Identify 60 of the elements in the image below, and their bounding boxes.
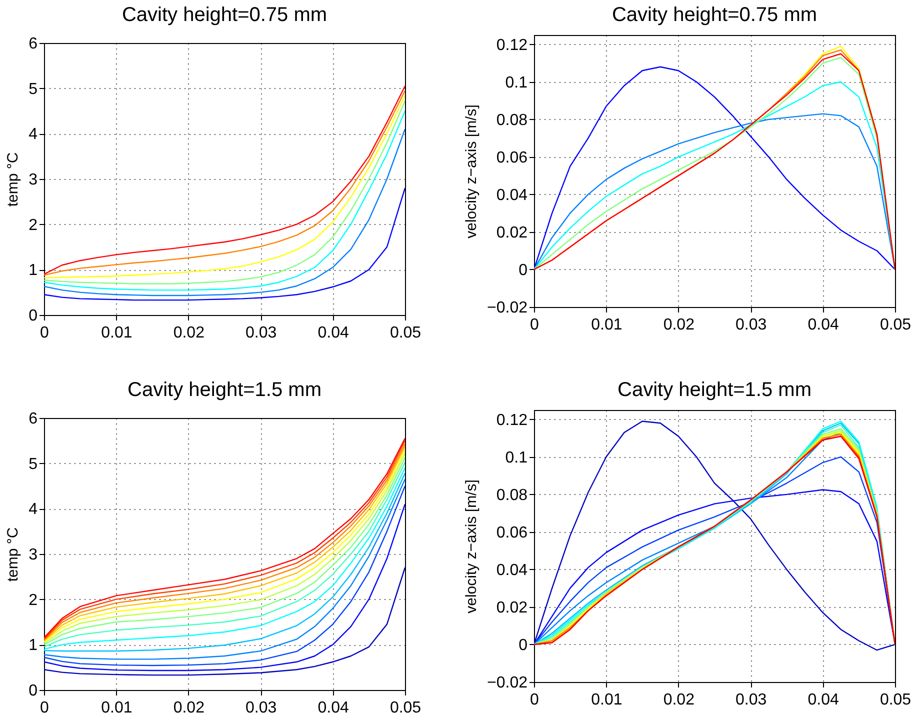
y-tick-label: 1: [28, 262, 38, 280]
y-tick-label: −0.02: [487, 674, 528, 692]
y-tick-label: 3: [28, 172, 38, 188]
x-tick-label: 0.04: [808, 692, 839, 708]
y-tick-label: 0.06: [496, 149, 528, 166]
x-tick-label: 0.03: [736, 316, 767, 334]
y-axis-title: velocity z−axis [m/s]: [463, 480, 480, 614]
y-tick-label: 0.08: [496, 112, 528, 129]
y-tick-label: 0.1: [505, 449, 528, 466]
x-tick-label: 0: [40, 324, 50, 342]
y-tick-label: 6: [28, 36, 38, 52]
x-tick-label: 0.03: [246, 700, 277, 716]
x-tick-label: 0.01: [101, 324, 132, 342]
y-tick-label: 0.06: [496, 524, 528, 542]
y-tick-label: 4: [28, 126, 38, 144]
y-tick-label: 0.12: [496, 36, 528, 54]
x-tick-label: 0.02: [663, 692, 695, 708]
x-tick-label: 0.01: [101, 700, 132, 716]
chart-title: Cavity height=0.75 mm: [122, 4, 328, 26]
x-tick-label: 0.03: [246, 324, 277, 342]
y-tick-label: 5: [28, 80, 38, 98]
x-tick-label: 0: [40, 700, 50, 716]
y-tick-label: 0: [518, 262, 528, 279]
x-tick-label: 0.04: [318, 324, 349, 342]
x-tick-label: 0.04: [808, 316, 839, 334]
y-tick-label: 0.02: [496, 224, 528, 242]
y-axis-title: temp °C: [4, 527, 22, 582]
x-tick-label: 0.05: [880, 316, 912, 334]
x-tick-label: 0: [530, 692, 540, 708]
y-tick-label: 5: [28, 456, 38, 473]
x-tick-label: 0.02: [663, 316, 695, 334]
y-tick-label: 6: [28, 410, 38, 428]
y-tick-label: 3: [28, 546, 38, 564]
y-tick-label: 0.12: [496, 412, 528, 429]
x-tick-label: 0.05: [390, 324, 422, 342]
x-tick-label: 0.02: [173, 324, 205, 342]
y-tick-label: 0.04: [496, 562, 528, 579]
x-tick-label: 0.04: [318, 700, 349, 716]
x-tick-label: 0.05: [880, 692, 912, 708]
y-tick-label: 0: [518, 636, 528, 654]
y-tick-label: −0.02: [487, 300, 528, 316]
y-tick-label: 1: [28, 637, 38, 654]
x-tick-label: 0.02: [173, 700, 205, 716]
chart-title: Cavity height=0.75 mm: [612, 4, 818, 26]
x-tick-label: 0: [530, 316, 540, 334]
x-tick-label: 0.01: [591, 316, 622, 334]
y-axis-title: velocity z−axis [m/s]: [463, 104, 480, 238]
y-tick-label: 0.04: [496, 186, 528, 204]
y-tick-label: 4: [28, 501, 38, 518]
y-tick-label: 0.08: [496, 486, 528, 504]
y-tick-label: 2: [28, 592, 38, 609]
x-tick-label: 0.01: [591, 692, 622, 708]
y-axis-title: temp °C: [4, 152, 22, 207]
y-tick-label: 0.02: [496, 599, 528, 616]
y-tick-label: 2: [28, 216, 38, 234]
x-tick-label: 0.03: [736, 692, 767, 708]
chart-title: Cavity height=1.5 mm: [128, 379, 322, 401]
chart-title: Cavity height=1.5 mm: [618, 379, 812, 401]
x-tick-label: 0.05: [390, 700, 422, 716]
y-tick-label: 0.1: [505, 74, 528, 92]
